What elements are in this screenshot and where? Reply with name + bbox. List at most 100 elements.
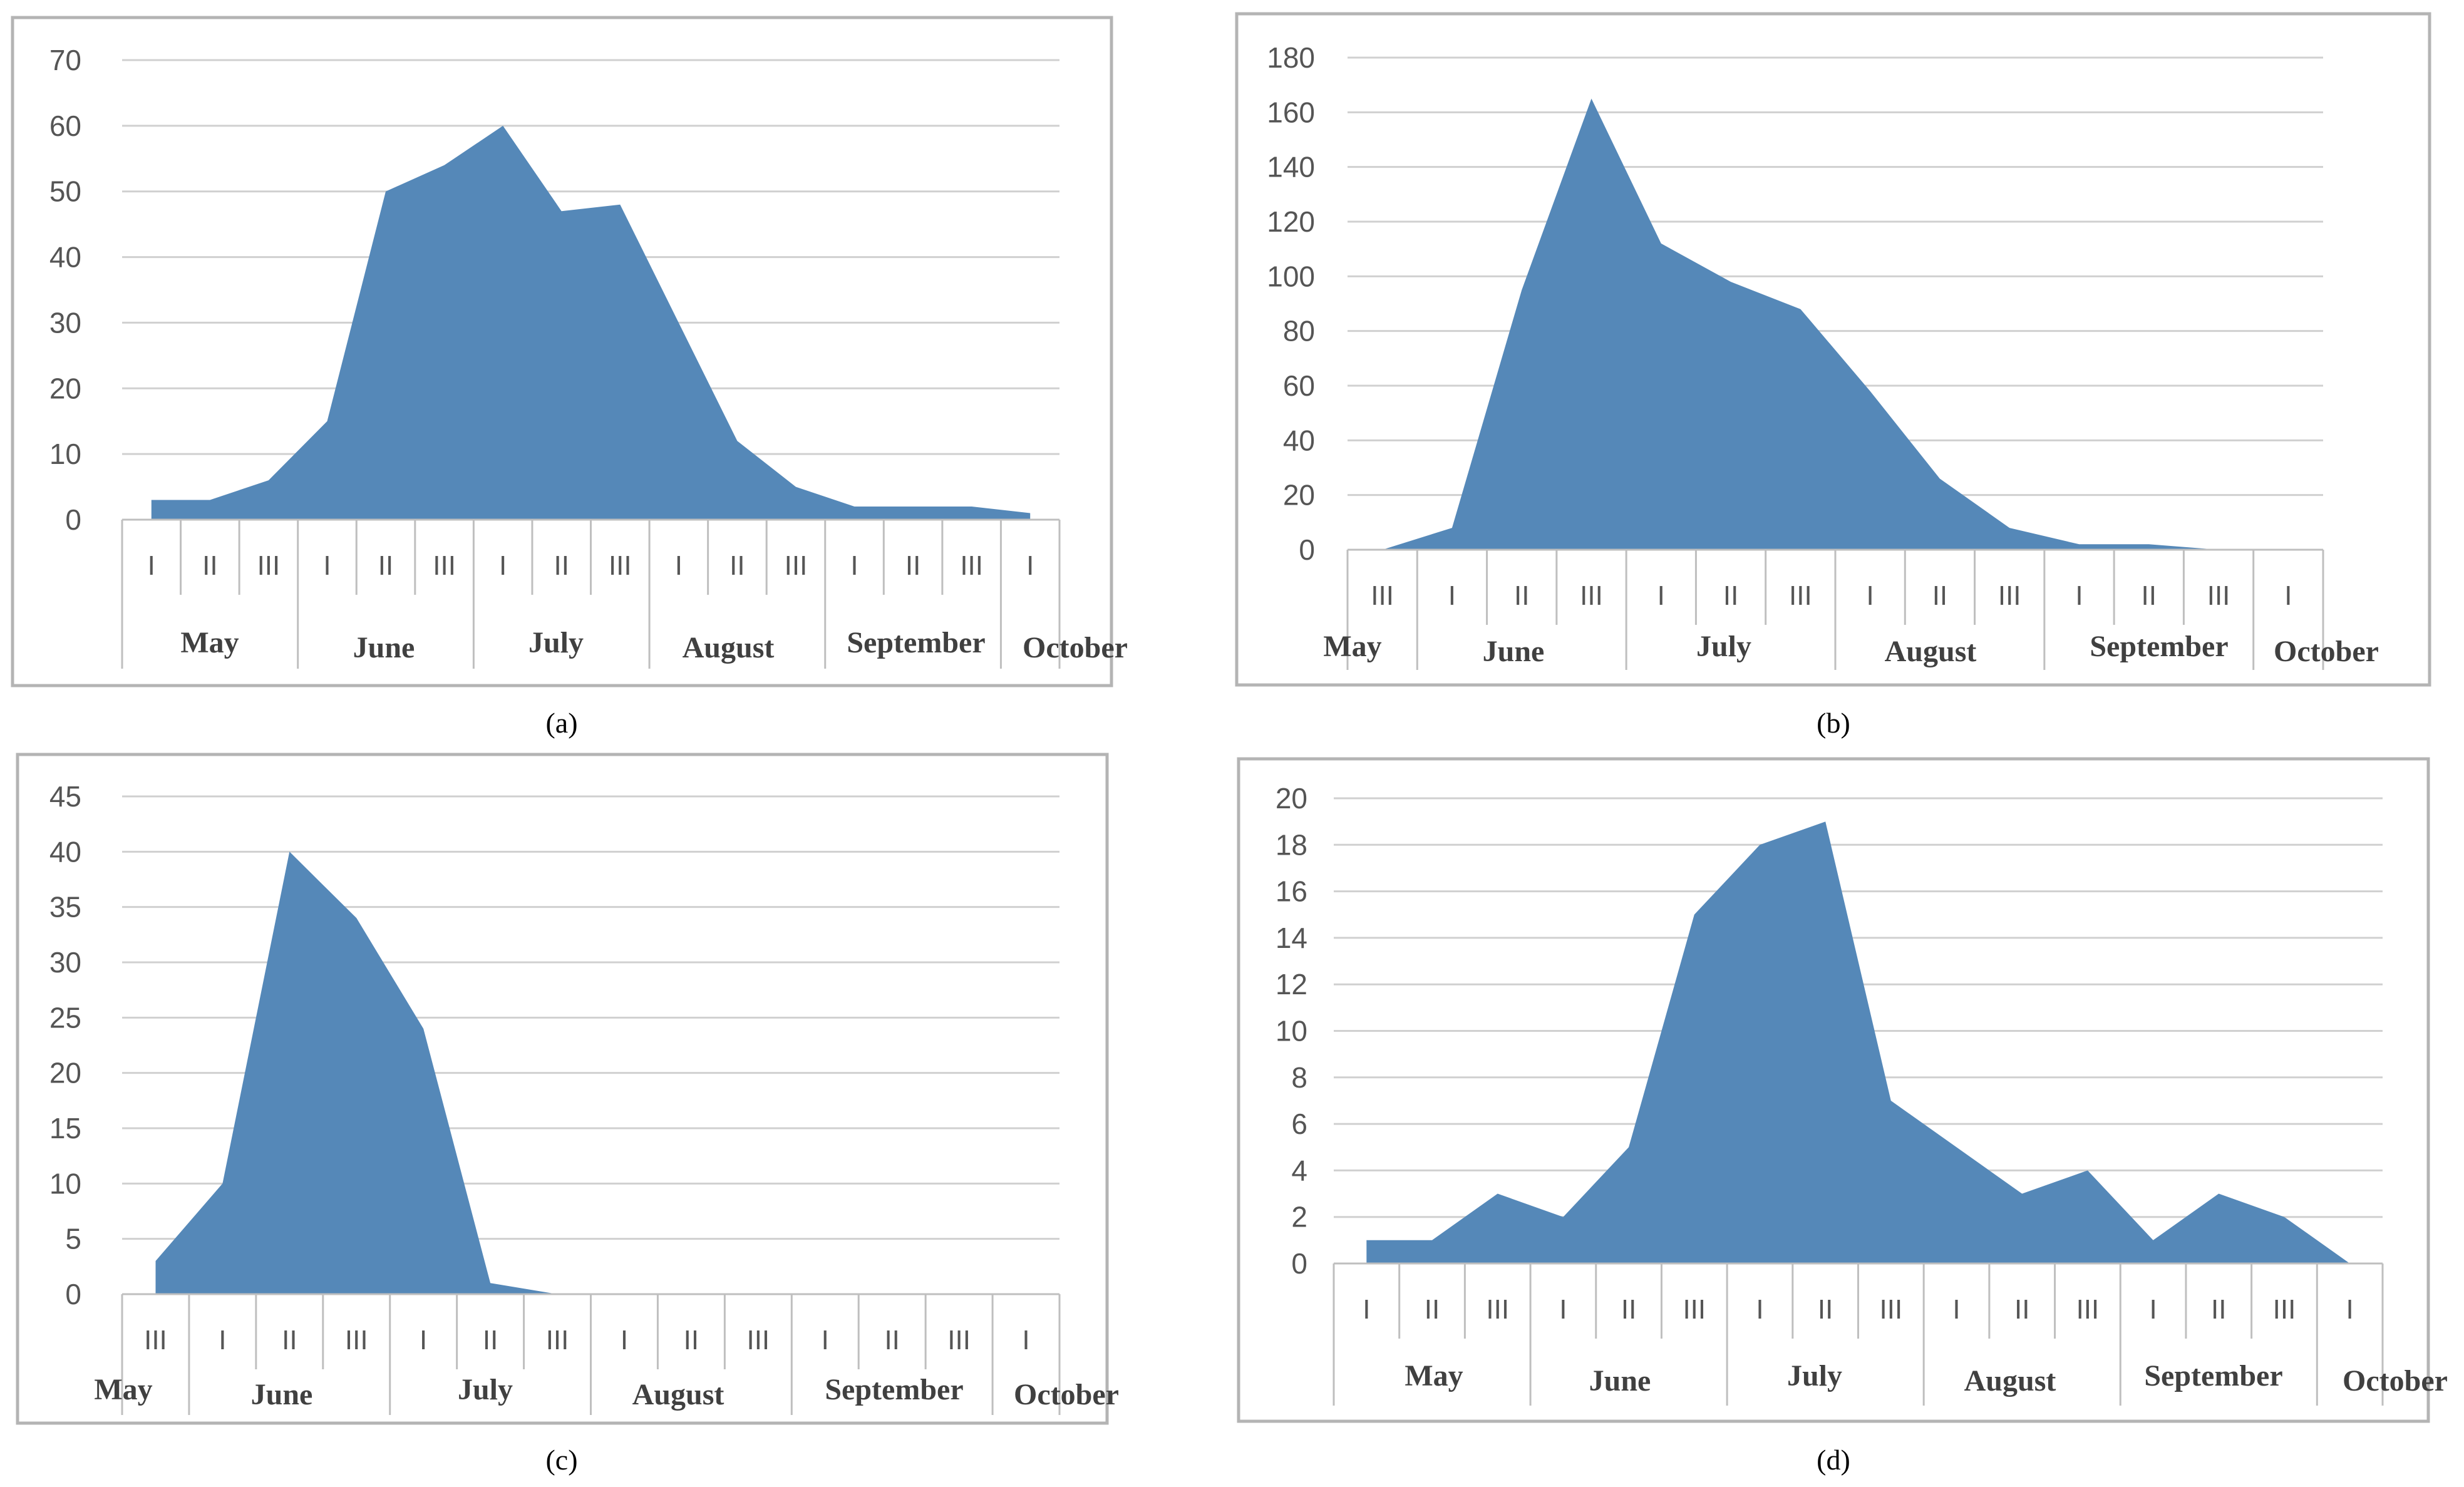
decade-label: II xyxy=(884,1325,899,1356)
decade-label: I xyxy=(2149,1294,2157,1325)
month-label: October xyxy=(1014,1378,1119,1411)
y-tick-label: 0 xyxy=(1291,1247,1307,1280)
panel-a-area xyxy=(151,125,1031,520)
y-tick-label: 35 xyxy=(49,891,81,924)
panel-d-area xyxy=(1366,821,2350,1263)
month-label: October xyxy=(1023,631,1128,664)
panel-d-label: (d) xyxy=(1817,1444,1850,1476)
y-tick-label: 120 xyxy=(1267,205,1315,238)
y-tick-label: 12 xyxy=(1276,968,1307,1001)
month-label: July xyxy=(1696,630,1751,663)
month-label: May xyxy=(1323,630,1381,663)
decade-label: I xyxy=(1026,550,1034,581)
month-label: July xyxy=(1787,1359,1842,1392)
decade-label: I xyxy=(323,550,331,581)
decade-label: III xyxy=(609,550,632,581)
decade-label: III xyxy=(746,1325,770,1356)
month-label: May xyxy=(94,1373,152,1406)
y-tick-label: 6 xyxy=(1291,1108,1307,1140)
decade-label: III xyxy=(144,1325,167,1356)
decade-label: III xyxy=(546,1325,569,1356)
decade-label: I xyxy=(1657,580,1665,611)
decade-label: III xyxy=(2273,1294,2296,1325)
y-tick-label: 60 xyxy=(1283,369,1315,402)
decade-label: II xyxy=(729,550,745,581)
decade-label: II xyxy=(905,550,920,581)
decade-label: III xyxy=(1998,580,2021,611)
panel-c-frame xyxy=(16,753,1109,1425)
decade-label: II xyxy=(1723,580,1738,611)
panel-a-label: (a) xyxy=(545,707,577,739)
decade-label: III xyxy=(947,1325,971,1356)
month-label: June xyxy=(251,1378,313,1411)
y-tick-label: 16 xyxy=(1276,875,1307,908)
decade-label: I xyxy=(1559,1294,1567,1325)
month-label: September xyxy=(847,626,985,659)
decade-label: III xyxy=(785,550,808,581)
decade-label: I xyxy=(1867,580,1874,611)
panel-c-label: (c) xyxy=(545,1444,577,1476)
decade-label: III xyxy=(960,550,983,581)
y-tick-label: 30 xyxy=(49,306,81,339)
decade-label: II xyxy=(1425,1294,1440,1325)
decade-label: III xyxy=(1371,580,1394,611)
y-tick-label: 10 xyxy=(1276,1015,1307,1047)
month-label: July xyxy=(528,626,584,659)
decade-label: III xyxy=(257,550,281,581)
decade-label: II xyxy=(1818,1294,1833,1325)
month-label: May xyxy=(180,626,239,659)
y-tick-label: 8 xyxy=(1291,1061,1307,1094)
decade-label: II xyxy=(684,1325,699,1356)
y-tick-label: 100 xyxy=(1267,260,1315,292)
decade-label: I xyxy=(219,1325,226,1356)
decade-label: III xyxy=(433,550,456,581)
decade-label: III xyxy=(1486,1294,1509,1325)
y-tick-label: 80 xyxy=(1283,315,1315,347)
y-tick-label: 0 xyxy=(65,1278,81,1310)
y-tick-label: 20 xyxy=(1283,479,1315,512)
decade-label: III xyxy=(345,1325,368,1356)
y-tick-label: 2 xyxy=(1291,1201,1307,1233)
y-tick-label: 4 xyxy=(1291,1154,1307,1186)
month-label: August xyxy=(683,631,775,664)
panel-b-label: (b) xyxy=(1817,707,1850,739)
y-tick-label: 45 xyxy=(49,780,81,813)
y-tick-label: 140 xyxy=(1267,151,1315,183)
month-label: June xyxy=(1589,1364,1651,1397)
y-tick-label: 10 xyxy=(49,1167,81,1200)
decade-label: III xyxy=(1880,1294,1903,1325)
y-tick-label: 0 xyxy=(65,503,81,536)
decade-label: II xyxy=(2014,1294,2029,1325)
y-tick-label: 40 xyxy=(1283,424,1315,456)
y-tick-label: 14 xyxy=(1276,922,1307,954)
y-tick-label: 10 xyxy=(49,438,81,470)
decade-label: III xyxy=(1580,580,1603,611)
y-tick-label: 60 xyxy=(49,110,81,142)
y-tick-label: 50 xyxy=(49,175,81,208)
y-tick-label: 15 xyxy=(49,1112,81,1145)
decade-label: III xyxy=(2076,1294,2100,1325)
y-tick-label: 40 xyxy=(49,835,81,868)
month-label: September xyxy=(2090,630,2228,663)
y-tick-label: 5 xyxy=(65,1223,81,1255)
decade-label: I xyxy=(499,550,507,581)
panel-c-area xyxy=(155,852,1026,1294)
decade-label: I xyxy=(850,550,858,581)
month-label: August xyxy=(1885,635,1977,668)
y-tick-label: 160 xyxy=(1267,96,1315,128)
month-label: September xyxy=(2144,1359,2282,1392)
decade-label: II xyxy=(2211,1294,2226,1325)
decade-label: II xyxy=(1932,580,1947,611)
decade-label: II xyxy=(378,550,393,581)
decade-label: II xyxy=(2142,580,2157,611)
decade-label: I xyxy=(1952,1294,1960,1325)
decade-label: I xyxy=(675,550,683,581)
decade-label: III xyxy=(1789,580,1812,611)
decade-label: II xyxy=(554,550,569,581)
y-tick-label: 18 xyxy=(1276,828,1307,861)
decade-label: I xyxy=(1022,1325,1029,1356)
